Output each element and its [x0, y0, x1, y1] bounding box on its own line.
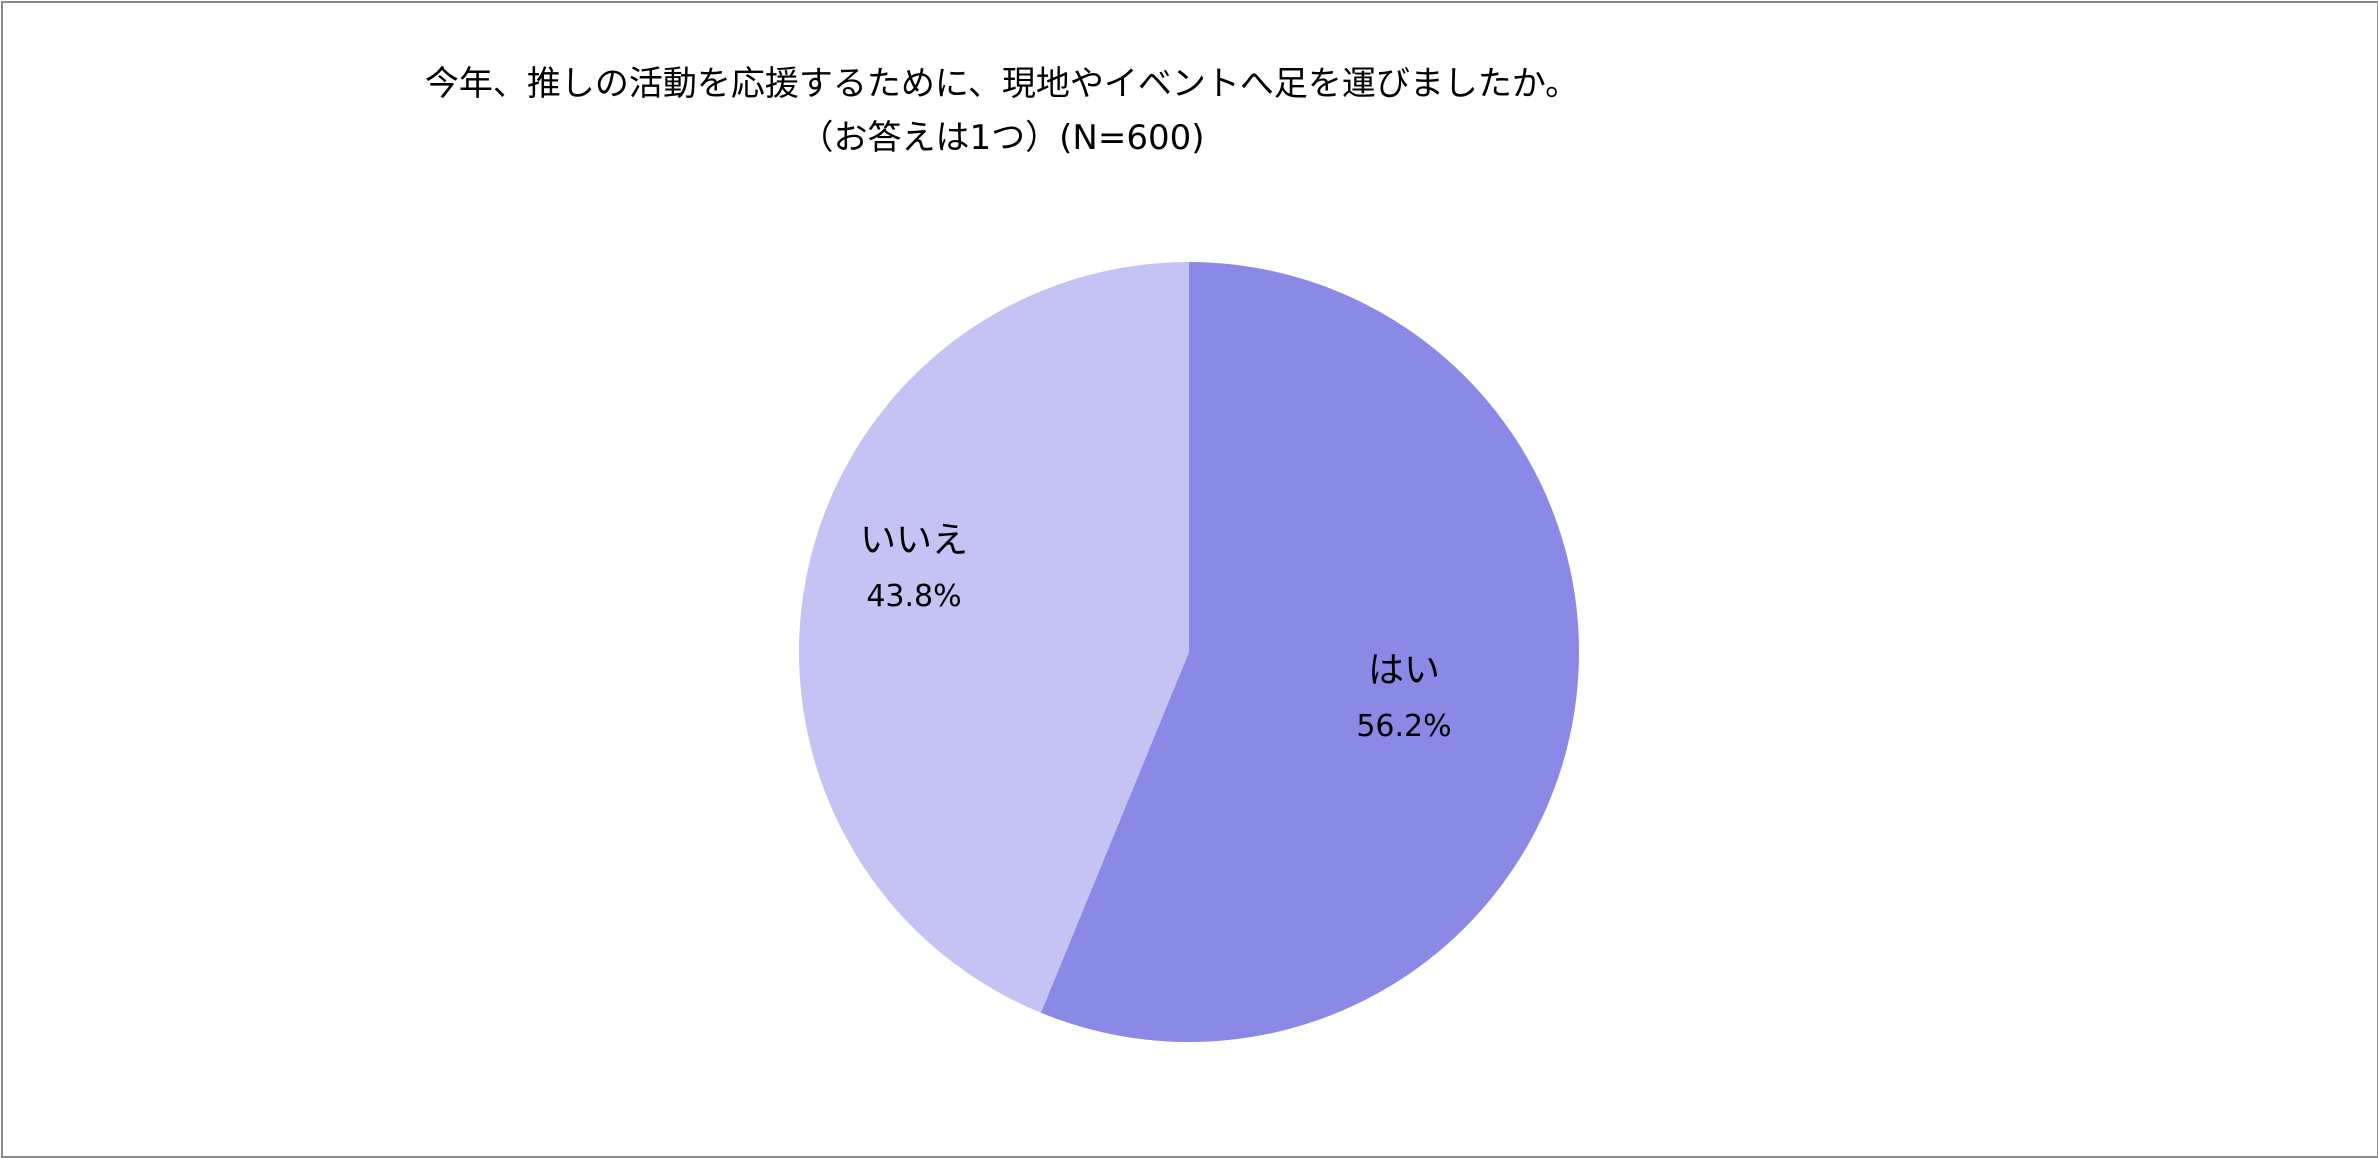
slice-label-yes: はい [1368, 650, 1440, 691]
pie-slice-no [799, 262, 1189, 1013]
pie-slice-yes [1040, 262, 1580, 1042]
slice-value-yes: 56.2% [1356, 709, 1451, 744]
chart-title: 今年、推しの活動を応援するために、現地やイベントへ足を運びましたか。 [424, 64, 1580, 104]
slice-value-no: 43.8% [866, 579, 961, 614]
chart-subtitle: （お答えは1つ）(N=600) [799, 118, 1205, 158]
slice-label-no: いいえ [860, 520, 968, 561]
